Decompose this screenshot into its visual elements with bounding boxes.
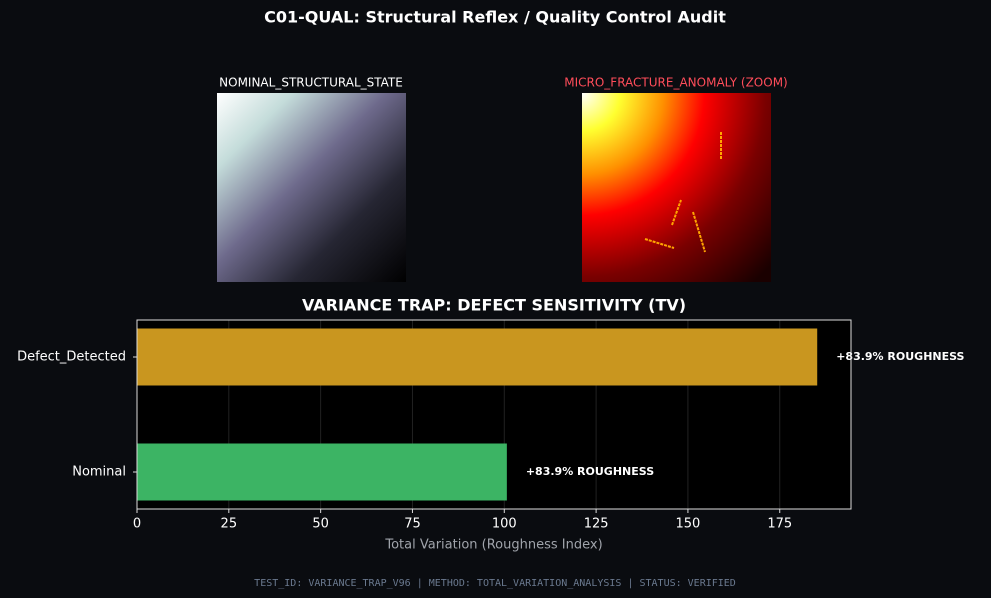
cracks	[644, 132, 722, 253]
plot: 0 25 50 75 100 125 150 175 Nominal +83.9% ROUGHNE…	[17, 320, 965, 532]
x-tick-label: 75	[404, 517, 421, 532]
x-tick-label: 25	[221, 517, 238, 532]
bar-annotation: +83.9% ROUGHNESS	[836, 350, 964, 363]
x-axis-label: Total Variation (Roughness Index)	[384, 538, 602, 553]
panel-label: MICRO_FRACTURE_ANOMALY (ZOOM)	[564, 76, 787, 90]
y-tick-label: Nominal	[72, 465, 126, 480]
nominal-image	[217, 93, 406, 282]
figure-title: C01-QUAL: Structural Reflex / Quality Co…	[264, 8, 726, 27]
anomaly-image	[582, 93, 771, 282]
crack	[692, 211, 706, 253]
plot-frame	[136, 319, 852, 510]
crack	[644, 238, 675, 249]
crack	[671, 199, 682, 226]
bar-annotation: +83.9% ROUGHNESS	[526, 465, 654, 478]
x-tick-label: 0	[133, 517, 141, 532]
x-tick-label: 100	[492, 517, 517, 532]
y-tick-label: Defect_Detected	[17, 350, 126, 365]
panel-label: NOMINAL_STRUCTURAL_STATE	[219, 76, 403, 90]
x-tick-label: 175	[767, 517, 792, 532]
bar	[137, 443, 507, 501]
bar	[137, 328, 818, 386]
x-tick-label: 150	[676, 517, 701, 532]
x-tick-label: 50	[312, 517, 329, 532]
footer: TEST_ID: VARIANCE_TRAP_V96 | METHOD: TOT…	[254, 578, 736, 589]
chart-title: VARIANCE TRAP: DEFECT SENSITIVITY (TV)	[302, 296, 686, 315]
x-tick-label: 125	[584, 517, 609, 532]
heatmap	[582, 93, 771, 282]
